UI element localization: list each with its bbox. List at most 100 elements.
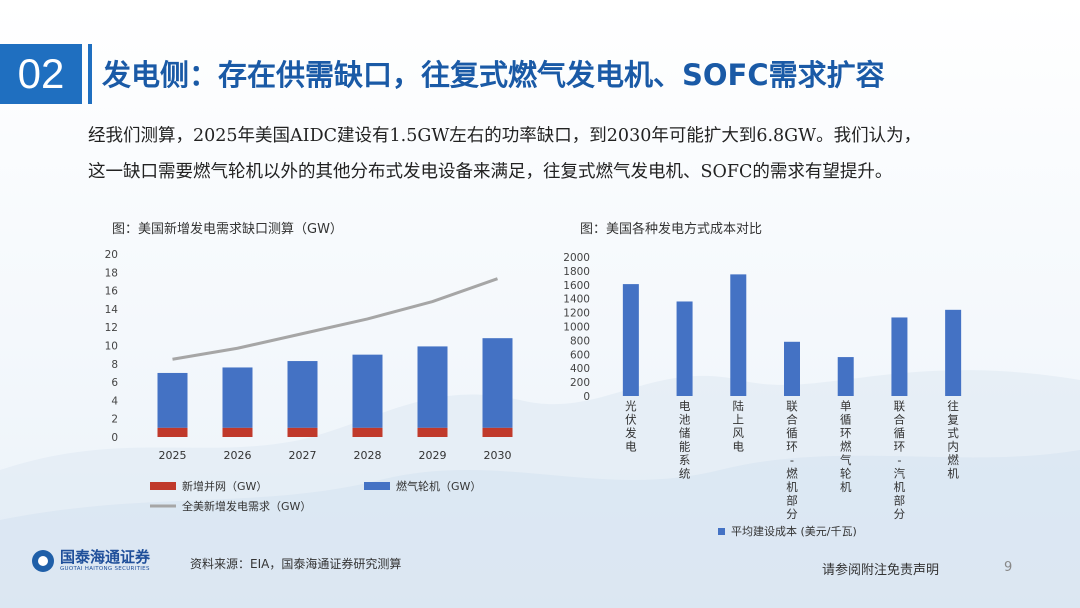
bar-new-grid — [157, 427, 188, 437]
x-tick-char: 合 — [894, 413, 906, 427]
x-tick-label: 2026 — [224, 449, 252, 462]
y-tick-label: 200 — [570, 377, 590, 389]
x-tick-char: 风 — [733, 426, 745, 440]
summary-line-1: 经我们测算，2025年美国AIDC建设有1.5GW左右的功率缺口，到2030年可… — [88, 126, 922, 146]
x-tick-char: 单 — [840, 399, 852, 413]
y-tick-label: 4 — [111, 395, 118, 407]
x-tick-char: 环 — [786, 440, 798, 454]
y-tick-label: 0 — [111, 432, 118, 444]
legend-label-build-cost: 平均建设成本 (美元/千瓦) — [731, 524, 857, 538]
y-tick-label: 2000 — [563, 252, 590, 264]
x-tick-char: 池 — [679, 413, 691, 427]
bar-build-cost — [837, 357, 854, 396]
bar-gas-turbine — [352, 354, 383, 428]
logo-mark — [32, 550, 54, 572]
bar-gas-turbine — [222, 367, 253, 428]
logo-text-cn: 国泰海通证券 — [60, 548, 151, 566]
section-number-badge: 02 — [0, 44, 82, 104]
y-tick-label: 12 — [105, 322, 118, 334]
y-tick-label: 20 — [105, 249, 118, 261]
y-tick-label: 1800 — [563, 266, 590, 278]
x-tick-char: 轮 — [840, 467, 852, 481]
source-note: 资料来源：EIA，国泰海通证券研究测算 — [190, 557, 402, 571]
y-tick-label: 2 — [111, 414, 118, 426]
x-tick-char: 上 — [733, 413, 745, 427]
x-tick-label: 光伏发电 — [625, 399, 637, 454]
x-tick-label: 电池储能系统 — [679, 399, 691, 481]
chart2-title: 图：美国各种发电方式成本对比 — [580, 222, 763, 237]
x-tick-label: 2030 — [484, 449, 512, 462]
y-tick-label: 1600 — [563, 280, 590, 292]
x-tick-char: 循 — [894, 426, 906, 440]
x-tick-label: 2029 — [419, 449, 447, 462]
y-tick-label: 400 — [570, 363, 590, 375]
x-tick-char: 伏 — [625, 413, 637, 427]
bar-new-grid — [287, 427, 318, 437]
bar-build-cost — [622, 284, 639, 396]
line-total-demand — [172, 277, 498, 361]
legend-swatch-new-grid — [150, 482, 176, 490]
x-tick-char: 联 — [786, 399, 798, 413]
x-tick-label: 2028 — [354, 449, 382, 462]
x-tick-label: 2025 — [159, 449, 187, 462]
x-tick-char: 燃 — [786, 467, 798, 481]
bar-build-cost — [891, 317, 908, 396]
chart1-title: 图：美国新增发电需求缺口测算（GW） — [112, 222, 343, 237]
x-tick-char: 机 — [894, 480, 906, 494]
x-tick-char: 内 — [947, 440, 959, 454]
page-number: 9 — [1004, 560, 1013, 575]
x-tick-char: 环 — [894, 440, 906, 454]
bar-build-cost — [945, 309, 962, 396]
summary-paragraph: 经我们测算，2025年美国AIDC建设有1.5GW左右的功率缺口，到2030年可… — [88, 118, 1048, 190]
legend-swatch-build-cost — [718, 528, 725, 535]
gap-chart: 0 2 4 6 8 10 12 14 16 18 20 2025 2026 2027 2028 2029 203… — [105, 249, 513, 513]
x-tick-char: 电 — [625, 440, 637, 454]
x-tick-char: 往 — [947, 399, 959, 413]
x-tick-label: 联合循环-燃机部分 — [786, 399, 798, 521]
summary-line-2: 这一缺口需要燃气轮机以外的其他分布式发电设备来满足，往复式燃气发电机、SOFC的… — [88, 162, 893, 182]
legend-label-new-grid: 新增并网（GW） — [182, 479, 267, 493]
y-tick-label: 0 — [583, 391, 590, 403]
y-tick-label: 10 — [105, 341, 118, 353]
y-tick-label: 1200 — [563, 308, 590, 320]
bar-build-cost — [730, 274, 747, 396]
x-tick-char: 循 — [786, 426, 798, 440]
legend-label-gas-turbine: 燃气轮机（GW） — [396, 479, 481, 493]
x-tick-char: 复 — [947, 413, 959, 427]
bar-new-grid — [417, 427, 448, 437]
page-title: 发电侧：存在供需缺口，往复式燃气发电机、SOFC需求扩容 — [102, 58, 885, 92]
bar-build-cost — [784, 341, 800, 396]
bar-new-grid — [482, 427, 513, 437]
x-tick-char: 分 — [894, 507, 906, 521]
bar-new-grid — [222, 427, 253, 437]
x-tick-char: 电 — [733, 440, 745, 454]
bar-build-cost — [676, 301, 693, 396]
x-tick-char: 陆 — [733, 399, 745, 413]
x-tick-char: 机 — [947, 467, 959, 481]
x-tick-label: 陆上风电 — [733, 399, 745, 454]
disclaimer-link[interactable]: 请参阅附注免责声明 — [822, 563, 940, 578]
logo-text-en: GUOTAI HAITONG SECURITIES — [60, 566, 150, 572]
x-tick-char: 联 — [894, 399, 906, 413]
x-tick-label: 2027 — [289, 449, 317, 462]
x-tick-char: 合 — [786, 413, 798, 427]
title-accent-bar — [88, 44, 92, 104]
legend-swatch-gas-turbine — [364, 482, 390, 490]
y-tick-label: 600 — [570, 349, 590, 361]
x-tick-char: 部 — [894, 494, 906, 508]
bar-gas-turbine — [157, 372, 188, 428]
y-tick-label: 8 — [111, 359, 118, 371]
y-tick-label: 800 — [570, 335, 590, 347]
x-tick-char: 燃 — [840, 440, 852, 454]
x-tick-char: 式 — [947, 426, 959, 440]
x-tick-char: 能 — [679, 440, 691, 454]
x-tick-char: 部 — [786, 494, 798, 508]
bar-gas-turbine — [417, 346, 448, 428]
y-tick-label: 6 — [111, 377, 118, 389]
y-tick-label: 18 — [105, 267, 118, 279]
x-tick-char: 机 — [840, 480, 852, 494]
x-tick-char: 燃 — [947, 453, 959, 467]
y-tick-label: 14 — [105, 304, 119, 316]
y-tick-label: 1400 — [563, 294, 590, 306]
